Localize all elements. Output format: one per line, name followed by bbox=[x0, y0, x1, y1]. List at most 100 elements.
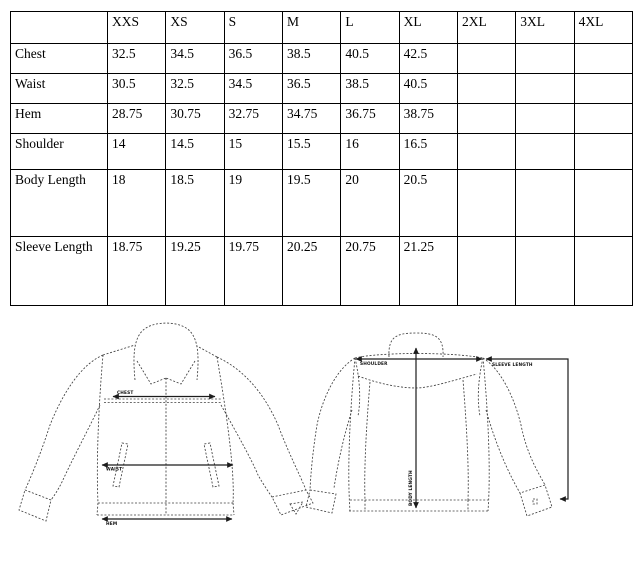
value-cell bbox=[515, 43, 575, 74]
value-cell bbox=[573, 236, 634, 306]
value-cell: 15 bbox=[223, 133, 283, 170]
jacket-front-drawing bbox=[18, 322, 314, 522]
column-header: 3XL bbox=[515, 11, 575, 44]
value-cell bbox=[515, 103, 575, 134]
back-shoulder-line bbox=[354, 353, 484, 359]
front-pocket-right bbox=[203, 442, 220, 488]
chest-measure-label: CHEST bbox=[117, 390, 133, 396]
value-cell: 38.5 bbox=[340, 73, 400, 104]
value-cell: 15.5 bbox=[281, 133, 342, 170]
value-cell bbox=[515, 169, 575, 237]
shoulder-measure-label: SHOULDER bbox=[360, 361, 388, 367]
front-shoulder-seams bbox=[102, 344, 218, 358]
back-yoke-seam bbox=[357, 373, 478, 389]
value-cell bbox=[573, 73, 634, 104]
sleeve-length-measure-arrow bbox=[485, 356, 569, 502]
value-cell: 36.5 bbox=[223, 43, 283, 74]
row-label: Hem bbox=[10, 103, 108, 134]
back-cuff-left bbox=[305, 489, 337, 514]
value-cell: 14.5 bbox=[165, 133, 225, 170]
value-cell bbox=[456, 169, 517, 237]
value-cell: 34.75 bbox=[281, 103, 342, 134]
front-sleeve-left bbox=[24, 354, 104, 501]
value-cell: 40.5 bbox=[340, 43, 400, 74]
value-cell bbox=[573, 169, 634, 237]
row-label: Chest bbox=[10, 43, 108, 74]
value-cell: 14 bbox=[106, 133, 167, 170]
table-row: Body Length 18 18.5 19 19.5 20 20.5 bbox=[10, 169, 634, 237]
value-cell: 36.5 bbox=[281, 73, 342, 104]
value-cell: 28.75 bbox=[106, 103, 167, 134]
value-cell: 36.75 bbox=[340, 103, 400, 134]
value-cell: 38.75 bbox=[398, 103, 458, 134]
column-header: S bbox=[223, 11, 283, 44]
value-cell: 21.25 bbox=[398, 236, 458, 306]
value-cell: 20.25 bbox=[281, 236, 342, 306]
value-cell bbox=[573, 103, 634, 134]
table-row: Hem 28.75 30.75 32.75 34.75 36.75 38.75 bbox=[10, 103, 634, 134]
sleeve-length-measure-label: SLEEVE LENGTH bbox=[492, 362, 533, 368]
back-sleeve-left bbox=[309, 357, 356, 491]
value-cell bbox=[515, 133, 575, 170]
table-row: Waist 30.5 32.5 34.5 36.5 38.5 40.5 bbox=[10, 73, 634, 104]
column-header: XL bbox=[398, 11, 458, 44]
body-length-measure-label: BODY LENGTH bbox=[408, 470, 414, 506]
front-chest-seam bbox=[104, 398, 221, 403]
row-label: Shoulder bbox=[10, 133, 108, 170]
value-cell bbox=[456, 103, 517, 134]
back-cuff-button bbox=[532, 498, 538, 505]
back-panel-seams bbox=[364, 379, 469, 501]
value-cell: 19.5 bbox=[281, 169, 342, 237]
front-collar-leaves bbox=[136, 360, 196, 385]
back-cuff-right bbox=[519, 484, 553, 517]
value-cell: 20.5 bbox=[398, 169, 458, 237]
value-cell: 30.75 bbox=[165, 103, 225, 134]
table-row: Chest 32.5 34.5 36.5 38.5 40.5 42.5 bbox=[10, 43, 634, 74]
front-sleeve-right bbox=[216, 356, 307, 498]
front-cuff-left bbox=[18, 489, 52, 522]
value-cell: 38.5 bbox=[281, 43, 342, 74]
value-cell bbox=[515, 73, 575, 104]
value-cell: 40.5 bbox=[398, 73, 458, 104]
hem-measure-label: HEM bbox=[106, 521, 117, 527]
value-cell: 19.75 bbox=[223, 236, 283, 306]
back-sleeve-right bbox=[482, 357, 546, 494]
value-cell bbox=[573, 43, 634, 74]
front-body-sides bbox=[96, 354, 234, 504]
front-pocket-left bbox=[112, 442, 129, 488]
jacket-diagram: CHEST WAIST HEM SHOULDER BODY LENGTH bbox=[18, 322, 569, 527]
table-row: Shoulder 14 14.5 15 15.5 16 16.5 bbox=[10, 133, 634, 170]
table-row: Sleeve Length 18.75 19.25 19.75 20.25 20.75 21… bbox=[10, 236, 634, 306]
waist-measure-label: WAIST bbox=[106, 467, 122, 473]
front-measurements: CHEST WAIST HEM bbox=[101, 390, 234, 527]
header-row: XXS XS S M L XL 2XL 3XL 4XL bbox=[10, 11, 634, 44]
value-cell: 34.5 bbox=[165, 43, 225, 74]
value-cell: 32.5 bbox=[106, 43, 167, 74]
size-chart-table: XXS XS S M L XL 2XL 3XL 4XL Chest 32.5 34.5 36.5 38.5… bbox=[10, 11, 634, 306]
column-header: XS bbox=[165, 11, 225, 44]
back-hem-band bbox=[349, 499, 489, 512]
back-armhole-seams bbox=[354, 357, 484, 417]
value-cell: 42.5 bbox=[398, 43, 458, 74]
value-cell: 32.5 bbox=[165, 73, 225, 104]
back-measurements: SHOULDER BODY LENGTH SLEEVE LENGTH bbox=[355, 347, 569, 509]
value-cell: 30.5 bbox=[106, 73, 167, 104]
value-cell bbox=[456, 236, 517, 306]
value-cell bbox=[515, 236, 575, 306]
value-cell: 19 bbox=[223, 169, 283, 237]
value-cell: 20.75 bbox=[340, 236, 400, 306]
column-header: 2XL bbox=[456, 11, 517, 44]
front-collar-outline bbox=[133, 322, 199, 381]
value-cell: 16 bbox=[340, 133, 400, 170]
column-header: M bbox=[281, 11, 342, 44]
value-cell: 18.5 bbox=[165, 169, 225, 237]
corner-cell bbox=[10, 11, 108, 44]
front-cuff-right bbox=[271, 489, 314, 516]
value-cell: 18.75 bbox=[106, 236, 167, 306]
value-cell: 32.75 bbox=[223, 103, 283, 134]
value-cell: 16.5 bbox=[398, 133, 458, 170]
column-header: XXS bbox=[106, 11, 167, 44]
column-header: L bbox=[340, 11, 400, 44]
value-cell: 19.25 bbox=[165, 236, 225, 306]
